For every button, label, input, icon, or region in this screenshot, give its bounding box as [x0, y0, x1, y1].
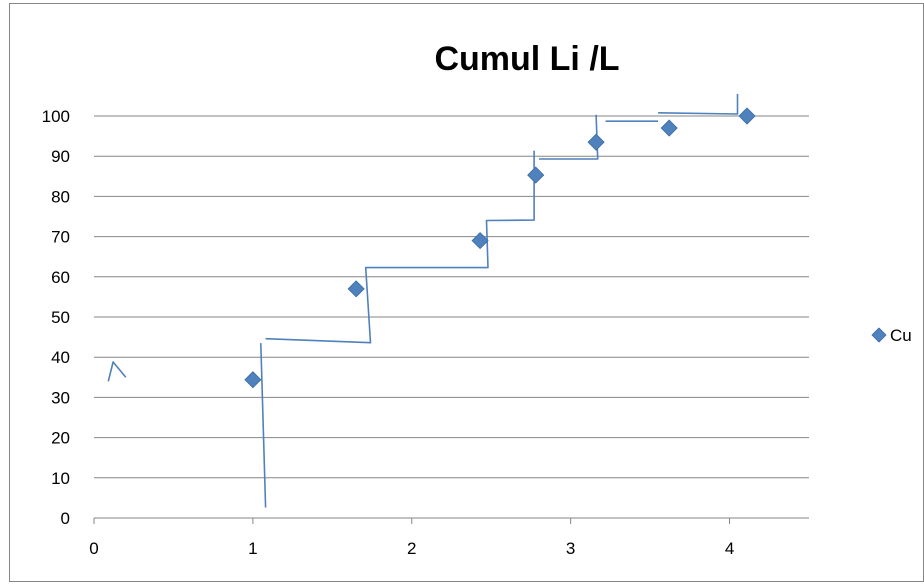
- y-tick-label: 90: [51, 147, 70, 166]
- axis-layer: 0 10 20 30 40 50 60 70 80 90 100 0 1 2 3 4: [42, 107, 809, 558]
- x-tick-label: 3: [566, 539, 575, 558]
- y-tick-label: 100: [42, 107, 70, 126]
- y-tick-label: 10: [51, 469, 70, 488]
- data-point: [471, 232, 489, 250]
- data-point: [244, 371, 262, 389]
- data-point: [587, 133, 605, 151]
- legend-layer: Cu: [871, 326, 912, 345]
- y-tick-label: 40: [51, 348, 70, 367]
- data-point: [347, 280, 365, 298]
- legend-marker: [871, 327, 887, 343]
- x-tick-label: 2: [407, 539, 416, 558]
- data-point: [738, 107, 756, 125]
- annotation-stroke: [658, 93, 739, 115]
- data-point: [660, 119, 678, 137]
- annotation-stroke: [538, 114, 599, 160]
- y-tick-label: 0: [61, 509, 70, 528]
- chart-title: Cumul Li /L: [434, 40, 619, 78]
- x-tick-label: 4: [725, 539, 734, 558]
- annotation-stroke: [107, 361, 127, 382]
- x-tick-label: 1: [248, 539, 257, 558]
- y-tick-label: 30: [51, 388, 70, 407]
- annotation-stroke: [260, 343, 267, 508]
- y-tick-label: 50: [51, 308, 70, 327]
- y-tick-label: 60: [51, 268, 70, 287]
- y-tick-label: 20: [51, 429, 70, 448]
- point-layer: [244, 107, 756, 389]
- annotation-layer: [107, 93, 739, 508]
- grid-layer: [94, 115, 809, 479]
- annotation-stroke: [265, 150, 535, 344]
- data-point: [527, 166, 545, 184]
- legend-label: Cu: [890, 326, 912, 345]
- x-tick-label: 0: [89, 539, 98, 558]
- chart-border: [9, 3, 924, 582]
- y-tick-label: 70: [51, 228, 70, 247]
- y-tick-label: 80: [51, 187, 70, 206]
